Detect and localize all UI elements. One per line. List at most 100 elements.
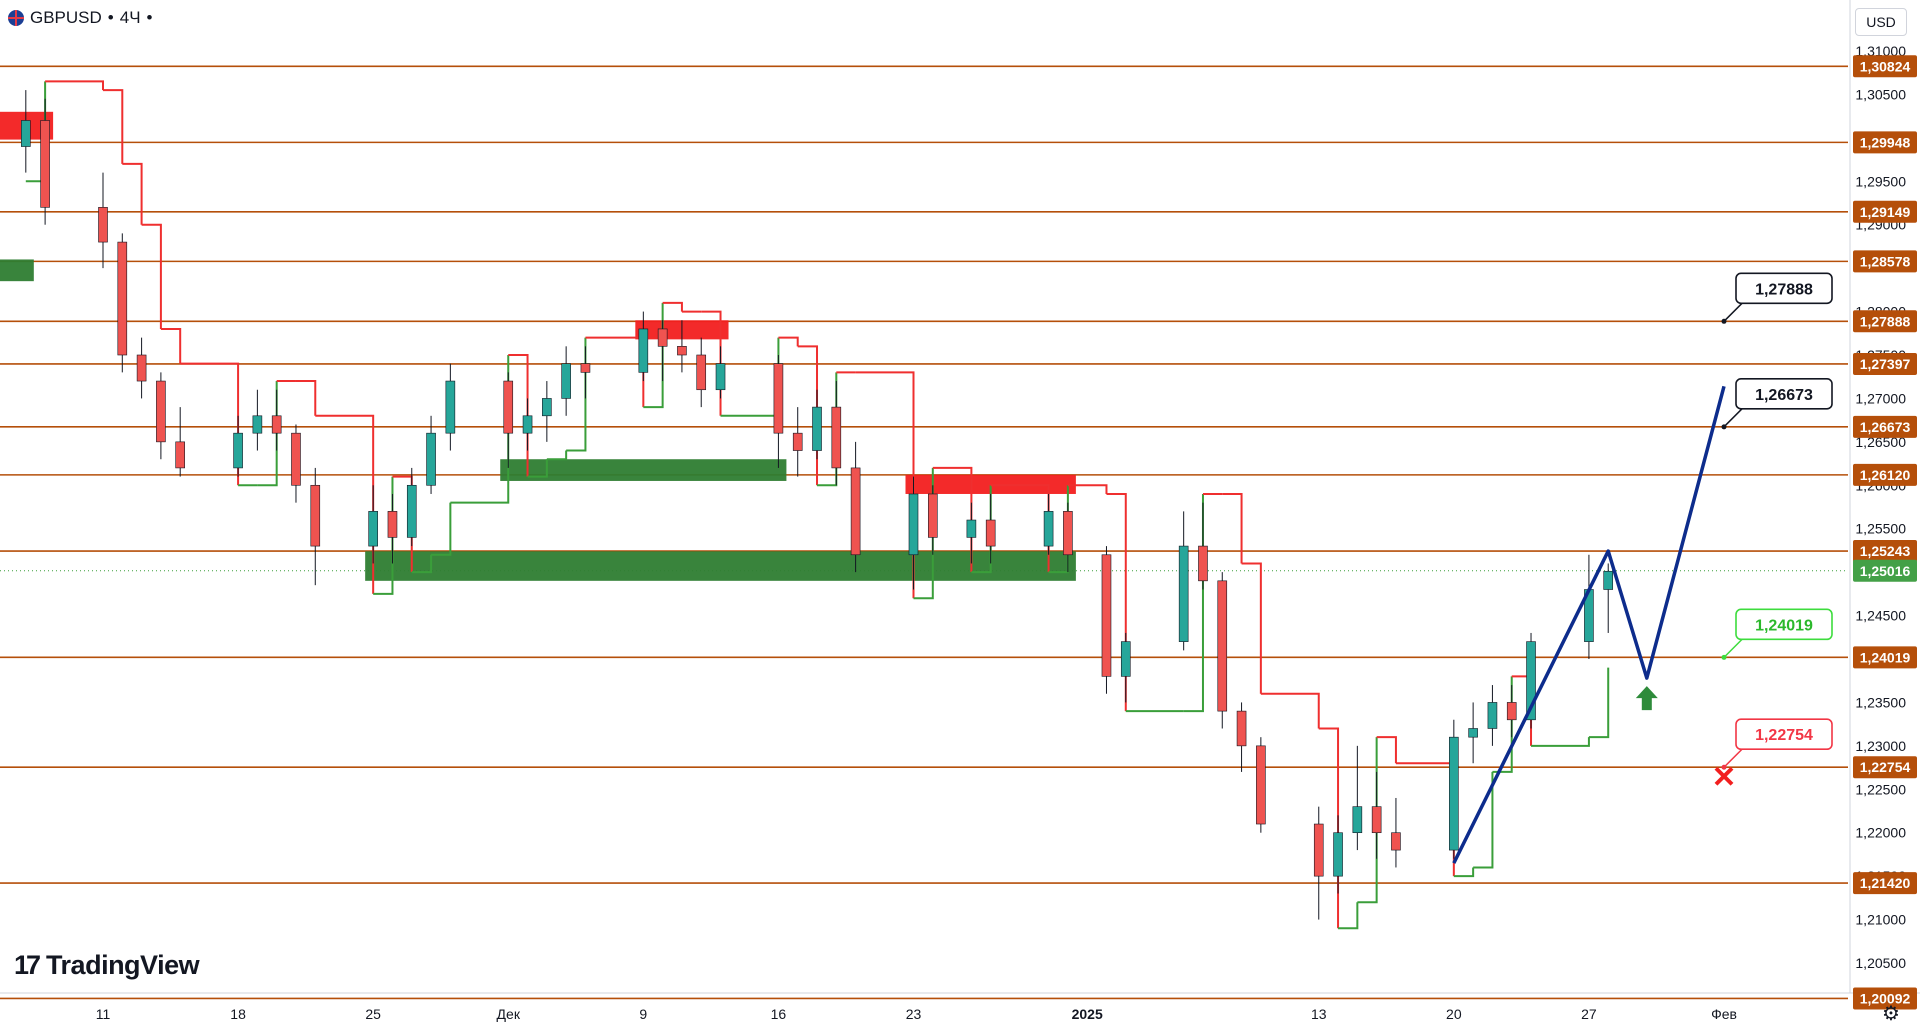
level-price-label: 1,27888 <box>1860 313 1911 329</box>
level-price-label: 1,26673 <box>1860 419 1911 435</box>
candle-body <box>1178 545 1189 642</box>
level-price-badge <box>1853 872 1917 895</box>
price-tick-label: 1,23000 <box>1855 738 1906 754</box>
candle-body <box>1101 554 1112 677</box>
candle-body <box>98 207 108 243</box>
level-price-badge <box>1853 55 1917 78</box>
level-price-badge <box>1853 352 1917 375</box>
price-tick-label: 1,25500 <box>1855 521 1906 537</box>
trailing-band-segment <box>1531 737 1590 747</box>
candle-body <box>271 415 282 434</box>
trailing-band-segment <box>180 362 240 486</box>
level-price-badge <box>1853 415 1917 438</box>
candle-body <box>1236 710 1247 747</box>
time-tick-label: 18 <box>230 1006 246 1022</box>
candle-body <box>927 493 938 538</box>
candle-body <box>966 519 977 538</box>
callout-leader <box>1723 408 1743 428</box>
candle-body <box>1603 570 1614 590</box>
candle-body <box>136 354 147 382</box>
level-price-label: 1,24019 <box>1860 649 1911 665</box>
candle-body <box>561 363 571 399</box>
level-price-label: 1,25243 <box>1860 543 1911 559</box>
price-tick-label: 1,22000 <box>1855 825 1906 841</box>
callout-anchor <box>1721 764 1727 770</box>
candle-body <box>1063 511 1073 556</box>
level-price-badge <box>1853 250 1917 273</box>
callout-box <box>1735 272 1833 305</box>
level-price-badge <box>1853 646 1917 669</box>
trailing-band-segment <box>527 459 548 478</box>
candle-body <box>580 363 591 373</box>
time-tick-label: 13 <box>1311 1006 1327 1022</box>
level-price-label: 1,29948 <box>1860 134 1911 150</box>
symbol-name: GBPUSD <box>30 8 102 27</box>
trailing-band-segment <box>720 337 780 417</box>
time-tick-label: 9 <box>639 1006 647 1022</box>
price-tick-label: 1,29500 <box>1855 173 1906 189</box>
trailing-band-segment <box>546 450 568 461</box>
time-tick-label: 25 <box>365 1006 381 1022</box>
candle-body <box>1120 641 1131 677</box>
candle-body <box>1043 511 1054 547</box>
candle-body <box>40 120 50 208</box>
candle-body <box>406 484 417 538</box>
candle-body <box>1487 702 1498 729</box>
current-price-badge <box>1853 559 1917 582</box>
candle-body <box>503 380 514 434</box>
trailing-band-segment <box>662 301 683 312</box>
candle-body <box>387 511 398 538</box>
candle-body <box>638 328 649 373</box>
trailing-band-segment <box>160 327 182 364</box>
callout-leader <box>1723 638 1743 658</box>
time-tick-label: 11 <box>96 1006 111 1022</box>
trailing-band-segment <box>1260 692 1320 729</box>
trailing-band-segment <box>411 554 433 574</box>
candle-body <box>522 415 533 434</box>
price-tick-label: 1,22500 <box>1855 781 1906 797</box>
candle-body <box>542 398 552 417</box>
candle-body <box>715 363 726 391</box>
stop-cross-icon <box>1714 766 1734 786</box>
candle-body <box>368 511 378 547</box>
callout-anchor <box>1721 318 1727 324</box>
level-price-label: 1,21420 <box>1860 875 1911 891</box>
callout-box <box>1735 608 1833 641</box>
projection-path <box>1452 385 1726 864</box>
buy-arrow-icon <box>1635 686 1658 711</box>
candle-body <box>1198 545 1208 582</box>
price-tick-label: 1,30500 <box>1855 86 1906 102</box>
candle-body <box>21 120 31 147</box>
price-tick-label: 1,23500 <box>1855 694 1906 710</box>
candle-body <box>773 363 784 434</box>
callout-box <box>1735 718 1833 751</box>
candle-body <box>985 519 996 547</box>
callout-label: 1,27888 <box>1755 281 1813 298</box>
symbol-header[interactable]: GBPUSD • 4Ч • <box>8 8 153 28</box>
currency-selector[interactable]: USD <box>1855 8 1907 36</box>
level-price-label: 1,28578 <box>1860 253 1911 269</box>
trailing-band-segment <box>450 355 510 504</box>
candle-body <box>1256 745 1266 825</box>
candle-body <box>1391 832 1401 851</box>
candle-body <box>1468 728 1478 738</box>
time-tick-label: Фев <box>1711 1006 1737 1022</box>
trailing-band-segment <box>1241 562 1262 694</box>
settings-gear-icon[interactable]: ⚙ <box>1882 1002 1900 1025</box>
candle-body <box>850 467 861 556</box>
callout-leader <box>1723 748 1743 768</box>
header-separator: • <box>107 8 114 27</box>
level-price-badge <box>1853 540 1917 563</box>
level-price-label: 1,30824 <box>1860 58 1911 74</box>
price-tick-label: 1,26500 <box>1855 434 1906 450</box>
callout-anchor <box>1721 424 1727 430</box>
candle-body <box>1506 702 1517 721</box>
interval-label: 4Ч <box>119 8 141 27</box>
candle-body <box>117 241 128 356</box>
candle-body <box>1313 823 1324 877</box>
candle-body <box>252 415 263 434</box>
callout-box <box>1735 378 1833 410</box>
price-tick-label: 1,27000 <box>1855 390 1906 406</box>
gb-flag-icon <box>8 10 24 26</box>
